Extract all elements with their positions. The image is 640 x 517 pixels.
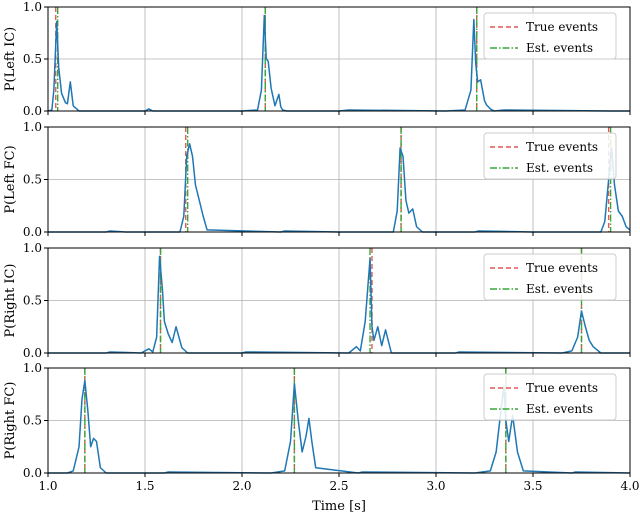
y-axis-label: P(Left IC) xyxy=(3,27,18,91)
y-axis-label: P(Left FC) xyxy=(3,145,18,213)
y-tick-label: 0.5 xyxy=(23,173,42,187)
probability-curve xyxy=(47,14,630,112)
panel-1: 0.0 0.5 1.0 P(Left IC) True events Est. event… xyxy=(3,0,631,118)
x-tick-label: 1.5 xyxy=(135,479,154,493)
x-tick-label: 3.5 xyxy=(523,479,542,493)
y-tick-label: 0.0 xyxy=(23,104,42,118)
probability-curve xyxy=(48,255,630,354)
x-tick-label: 1.0 xyxy=(38,479,57,493)
legend-label: True events xyxy=(526,20,598,34)
probability-curve xyxy=(48,379,631,474)
legend-label: Est. events xyxy=(526,161,593,175)
x-axis-label: Time [s] xyxy=(312,499,366,514)
x-tick-label: 4.0 xyxy=(620,479,639,493)
x-tick-label: 2.0 xyxy=(232,479,251,493)
y-tick-label: 1.0 xyxy=(23,0,42,14)
y-axis-label: P(Right IC) xyxy=(3,264,18,338)
y-tick-label: 0.0 xyxy=(23,466,42,480)
legend-label: Est. events xyxy=(526,282,593,296)
y-tick-label: 0.0 xyxy=(23,225,42,239)
y-tick-label: 0.0 xyxy=(23,346,42,360)
legend-label: True events xyxy=(526,140,598,154)
legend: True events Est. events xyxy=(483,373,617,421)
y-tick-label: 1.0 xyxy=(23,120,42,134)
y-tick-label: 0.5 xyxy=(23,52,42,66)
legend: True events Est. events xyxy=(483,12,617,60)
legend: True events Est. events xyxy=(483,253,617,301)
legend-label: Est. events xyxy=(526,402,593,416)
y-axis-label: P(Right FC) xyxy=(3,382,18,460)
legend-label: True events xyxy=(526,381,598,395)
legend-label: Est. events xyxy=(526,41,593,55)
y-tick-label: 0.5 xyxy=(23,414,42,428)
y-tick-label: 1.0 xyxy=(23,361,42,375)
x-tick-label: 3.0 xyxy=(426,479,445,493)
legend: True events Est. events xyxy=(483,132,617,180)
panel-2: 0.0 0.5 1.0 P(Left FC) True events Est. event… xyxy=(3,120,631,239)
legend-label: True events xyxy=(526,261,598,275)
panel-3: 0.0 0.5 1.0 P(Right IC) True events Est. even… xyxy=(3,241,631,360)
panel-4: 0.0 0.5 1.0 1.0 1.5 2.0 2.5 3.0 3.5 4.0 P(Right FC… xyxy=(3,361,640,514)
y-tick-label: 0.5 xyxy=(23,294,42,308)
x-tick-label: 2.5 xyxy=(329,479,348,493)
y-tick-label: 1.0 xyxy=(23,241,42,255)
